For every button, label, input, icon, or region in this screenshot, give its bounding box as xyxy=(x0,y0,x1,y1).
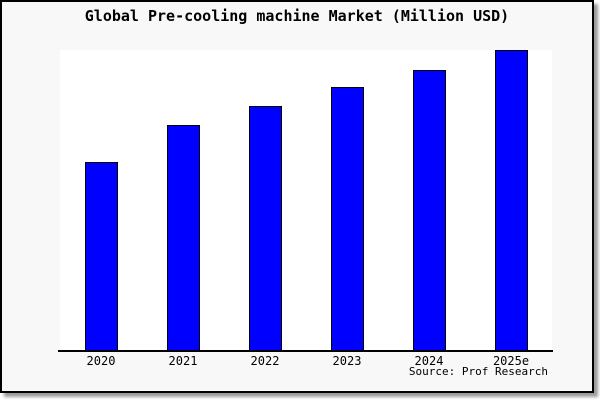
chart-frame: Global Pre-cooling machine Market (Milli… xyxy=(0,0,594,393)
bar-2024 xyxy=(412,70,446,350)
source-note: Source: Prof Research xyxy=(408,365,548,378)
bar-2021 xyxy=(166,125,200,350)
x-axis-labels: 2020 2021 2022 2023 2024 2025e xyxy=(2,354,592,369)
x-tick-label-2020: 2020 xyxy=(86,354,116,368)
x-tick-label-2023: 2023 xyxy=(332,354,362,368)
x-tick-label-2024: 2024 xyxy=(414,354,444,368)
bar-2025e xyxy=(494,50,528,350)
bar-2023 xyxy=(330,87,364,350)
x-axis-line xyxy=(58,350,553,352)
bar-2022 xyxy=(248,106,282,350)
chart-title: Global Pre-cooling machine Market (Milli… xyxy=(84,7,510,25)
x-tick-label-2022: 2022 xyxy=(250,354,280,368)
x-tick-label-2021: 2021 xyxy=(168,354,198,368)
plot-area xyxy=(60,50,552,350)
x-tick-label-2025e: 2025e xyxy=(492,354,530,368)
bar-2020 xyxy=(84,162,118,350)
